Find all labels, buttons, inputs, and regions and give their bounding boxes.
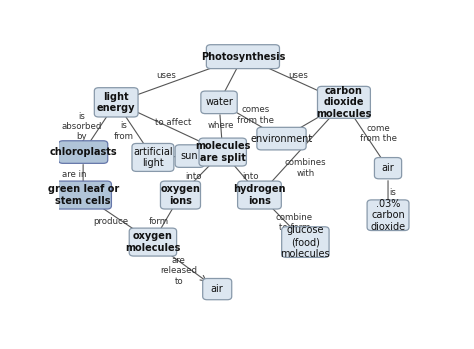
Text: chloroplasts: chloroplasts: [49, 147, 117, 157]
Text: combine
to form: combine to form: [276, 213, 313, 232]
Text: come
from the: come from the: [360, 124, 397, 143]
Text: is
absorbed
by: is absorbed by: [62, 112, 102, 141]
FancyBboxPatch shape: [367, 200, 409, 231]
Text: oxygen
ions: oxygen ions: [161, 184, 201, 206]
Text: to affect: to affect: [155, 118, 191, 127]
Text: uses: uses: [288, 71, 308, 80]
Text: air: air: [211, 284, 224, 294]
Text: water: water: [205, 97, 233, 107]
Text: comes
from the: comes from the: [237, 105, 274, 125]
FancyBboxPatch shape: [58, 141, 108, 163]
Text: molecules
are split: molecules are split: [195, 141, 250, 163]
Text: green leaf or
stem cells: green leaf or stem cells: [47, 184, 119, 206]
Text: where: where: [208, 121, 234, 130]
FancyBboxPatch shape: [203, 279, 232, 300]
FancyBboxPatch shape: [237, 181, 281, 209]
Text: is
from: is from: [114, 121, 134, 141]
Text: sun: sun: [181, 151, 199, 161]
Text: air: air: [382, 163, 394, 173]
Text: form: form: [148, 217, 168, 226]
Text: combines
with: combines with: [284, 158, 326, 178]
Text: environment: environment: [250, 134, 313, 144]
FancyBboxPatch shape: [55, 181, 111, 209]
Text: produce: produce: [93, 217, 128, 227]
FancyBboxPatch shape: [206, 45, 280, 69]
FancyBboxPatch shape: [199, 138, 246, 166]
Text: into: into: [185, 172, 201, 181]
FancyBboxPatch shape: [374, 157, 401, 179]
Text: .03%
carbon
dioxide: .03% carbon dioxide: [371, 199, 406, 232]
Text: into: into: [242, 172, 258, 181]
FancyBboxPatch shape: [175, 145, 204, 168]
FancyBboxPatch shape: [161, 181, 201, 209]
FancyBboxPatch shape: [201, 91, 237, 114]
FancyBboxPatch shape: [129, 228, 177, 256]
FancyBboxPatch shape: [318, 86, 370, 118]
Text: uses: uses: [156, 71, 176, 80]
Text: artificial
light: artificial light: [133, 147, 173, 168]
Text: are
released
to: are released to: [160, 256, 197, 286]
Text: is: is: [389, 188, 396, 197]
FancyBboxPatch shape: [257, 127, 306, 150]
FancyBboxPatch shape: [94, 88, 138, 117]
FancyBboxPatch shape: [132, 143, 174, 171]
Text: glucose
(food)
molecules: glucose (food) molecules: [281, 225, 330, 259]
Text: oxygen
molecules: oxygen molecules: [125, 231, 181, 253]
FancyBboxPatch shape: [282, 227, 329, 258]
Text: carbon
dioxide
molecules: carbon dioxide molecules: [316, 86, 372, 119]
Text: hydrogen
ions: hydrogen ions: [233, 184, 286, 206]
Text: light
energy: light energy: [97, 91, 136, 113]
Text: are in: are in: [62, 170, 86, 179]
Text: Photosynthesis: Photosynthesis: [201, 52, 285, 62]
